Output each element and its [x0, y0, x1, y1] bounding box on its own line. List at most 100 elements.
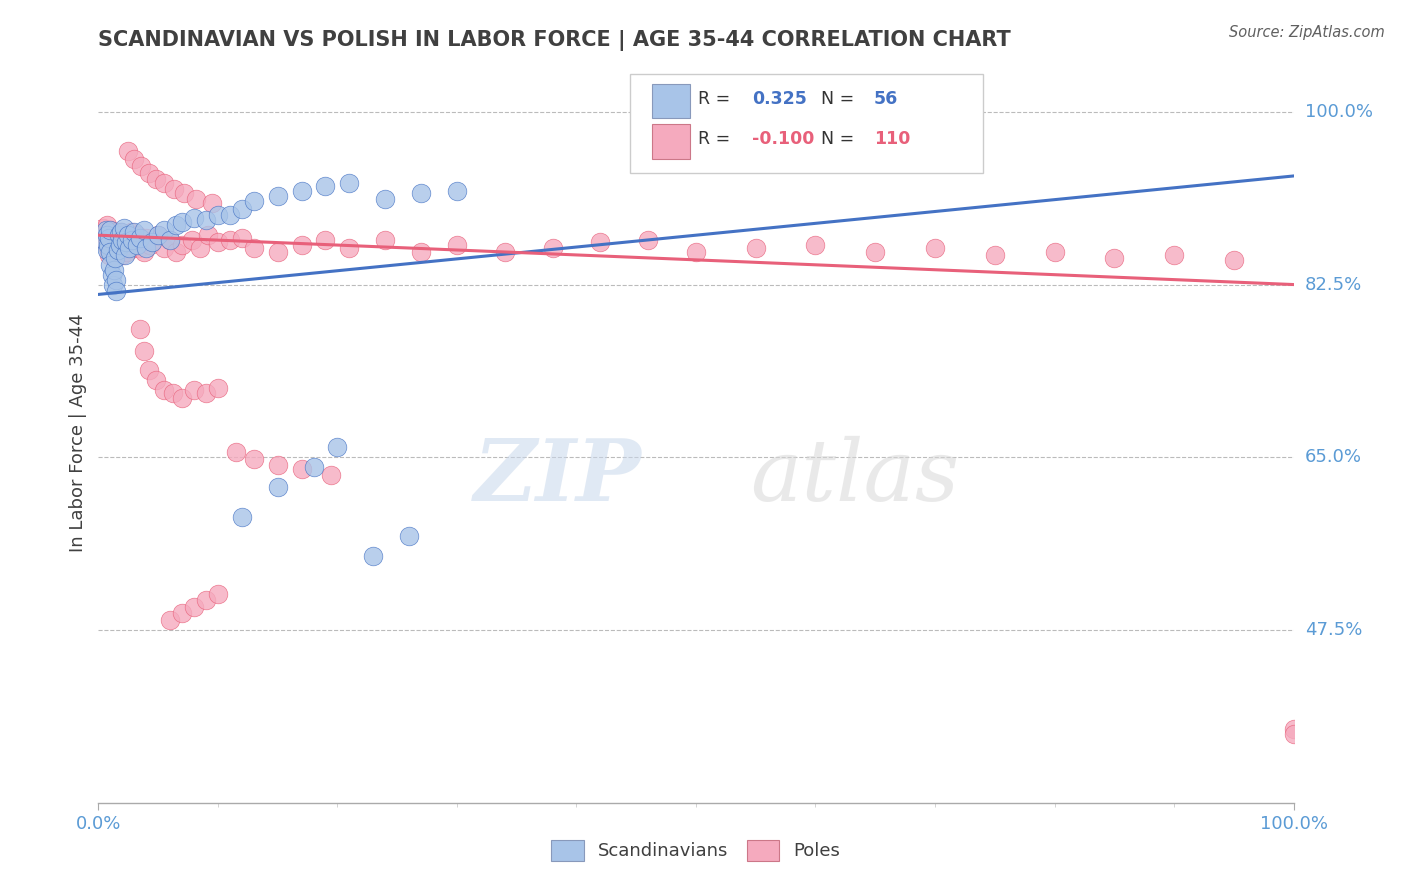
- Point: [494, 244, 516, 259]
- Point: [398, 529, 420, 543]
- Text: N =: N =: [821, 90, 860, 108]
- Point: [103, 262, 125, 277]
- Point: [91, 221, 114, 235]
- Point: [96, 219, 118, 233]
- Point: [446, 184, 468, 198]
- Text: -0.100: -0.100: [752, 130, 814, 148]
- Point: [112, 231, 135, 245]
- Point: [183, 211, 205, 226]
- Point: [118, 238, 141, 252]
- Point: [172, 391, 194, 405]
- Text: 47.5%: 47.5%: [1305, 621, 1362, 639]
- Point: [1043, 244, 1066, 259]
- Point: [117, 145, 139, 159]
- Text: SCANDINAVIAN VS POLISH IN LABOR FORCE | AGE 35-44 CORRELATION CHART: SCANDINAVIAN VS POLISH IN LABOR FORCE | …: [98, 29, 1011, 51]
- Point: [153, 383, 176, 397]
- Point: [326, 441, 349, 455]
- Point: [315, 233, 337, 247]
- Point: [131, 233, 153, 247]
- Point: [267, 188, 290, 202]
- Point: [105, 244, 128, 259]
- Point: [138, 363, 160, 377]
- Point: [100, 244, 122, 259]
- Point: [124, 233, 146, 247]
- Point: [197, 228, 219, 243]
- Point: [1163, 248, 1185, 262]
- Point: [183, 383, 205, 397]
- Point: [745, 241, 768, 255]
- Point: [142, 233, 165, 247]
- Point: [108, 238, 131, 252]
- Point: [107, 228, 129, 243]
- Point: [165, 244, 187, 259]
- Point: [93, 228, 115, 243]
- Text: 100.0%: 100.0%: [1305, 103, 1372, 120]
- Text: Source: ZipAtlas.com: Source: ZipAtlas.com: [1229, 25, 1385, 40]
- Point: [98, 223, 122, 237]
- Point: [411, 186, 433, 200]
- Point: [207, 586, 229, 600]
- Point: [804, 238, 827, 252]
- Point: [865, 244, 887, 259]
- Legend: Scandinavians, Poles: Scandinavians, Poles: [544, 832, 848, 868]
- FancyBboxPatch shape: [652, 125, 690, 159]
- Point: [195, 213, 218, 227]
- Point: [111, 248, 134, 262]
- Point: [1282, 727, 1305, 741]
- Point: [339, 241, 361, 255]
- Point: [96, 231, 118, 245]
- Point: [96, 228, 118, 243]
- Point: [243, 241, 266, 255]
- Point: [110, 225, 132, 239]
- Point: [145, 373, 167, 387]
- Point: [94, 223, 117, 237]
- Point: [97, 238, 120, 252]
- Point: [115, 244, 138, 259]
- Point: [291, 184, 314, 198]
- Point: [231, 202, 253, 216]
- Point: [93, 233, 115, 247]
- Point: [104, 238, 127, 252]
- Point: [98, 231, 121, 245]
- Point: [132, 223, 155, 237]
- Point: [231, 509, 253, 524]
- Text: atlas: atlas: [749, 435, 959, 518]
- Text: N =: N =: [821, 130, 860, 148]
- Point: [153, 223, 176, 237]
- Point: [111, 233, 134, 247]
- Point: [100, 225, 122, 239]
- Point: [125, 228, 148, 243]
- FancyBboxPatch shape: [652, 85, 690, 119]
- Point: [98, 231, 122, 245]
- Point: [111, 233, 134, 247]
- Point: [207, 235, 229, 249]
- Y-axis label: In Labor Force | Age 35-44: In Labor Force | Age 35-44: [69, 313, 87, 552]
- Point: [219, 209, 242, 223]
- Point: [97, 225, 120, 239]
- Point: [1104, 251, 1126, 265]
- Point: [98, 248, 121, 262]
- Point: [98, 223, 122, 237]
- Point: [243, 452, 266, 467]
- Point: [315, 178, 337, 193]
- Point: [139, 238, 162, 252]
- Point: [172, 215, 194, 229]
- Point: [114, 248, 136, 262]
- Point: [107, 233, 129, 247]
- Point: [115, 235, 138, 249]
- Point: [98, 244, 122, 259]
- Point: [1223, 252, 1246, 267]
- Text: 110: 110: [875, 130, 911, 148]
- Point: [105, 272, 128, 286]
- Point: [153, 241, 176, 255]
- Point: [124, 152, 146, 166]
- Point: [339, 176, 361, 190]
- Point: [163, 182, 186, 196]
- Point: [94, 235, 117, 249]
- Point: [374, 192, 396, 206]
- Point: [148, 228, 170, 243]
- Point: [145, 172, 167, 186]
- Point: [120, 225, 142, 239]
- Point: [1282, 722, 1305, 736]
- Point: [637, 233, 659, 247]
